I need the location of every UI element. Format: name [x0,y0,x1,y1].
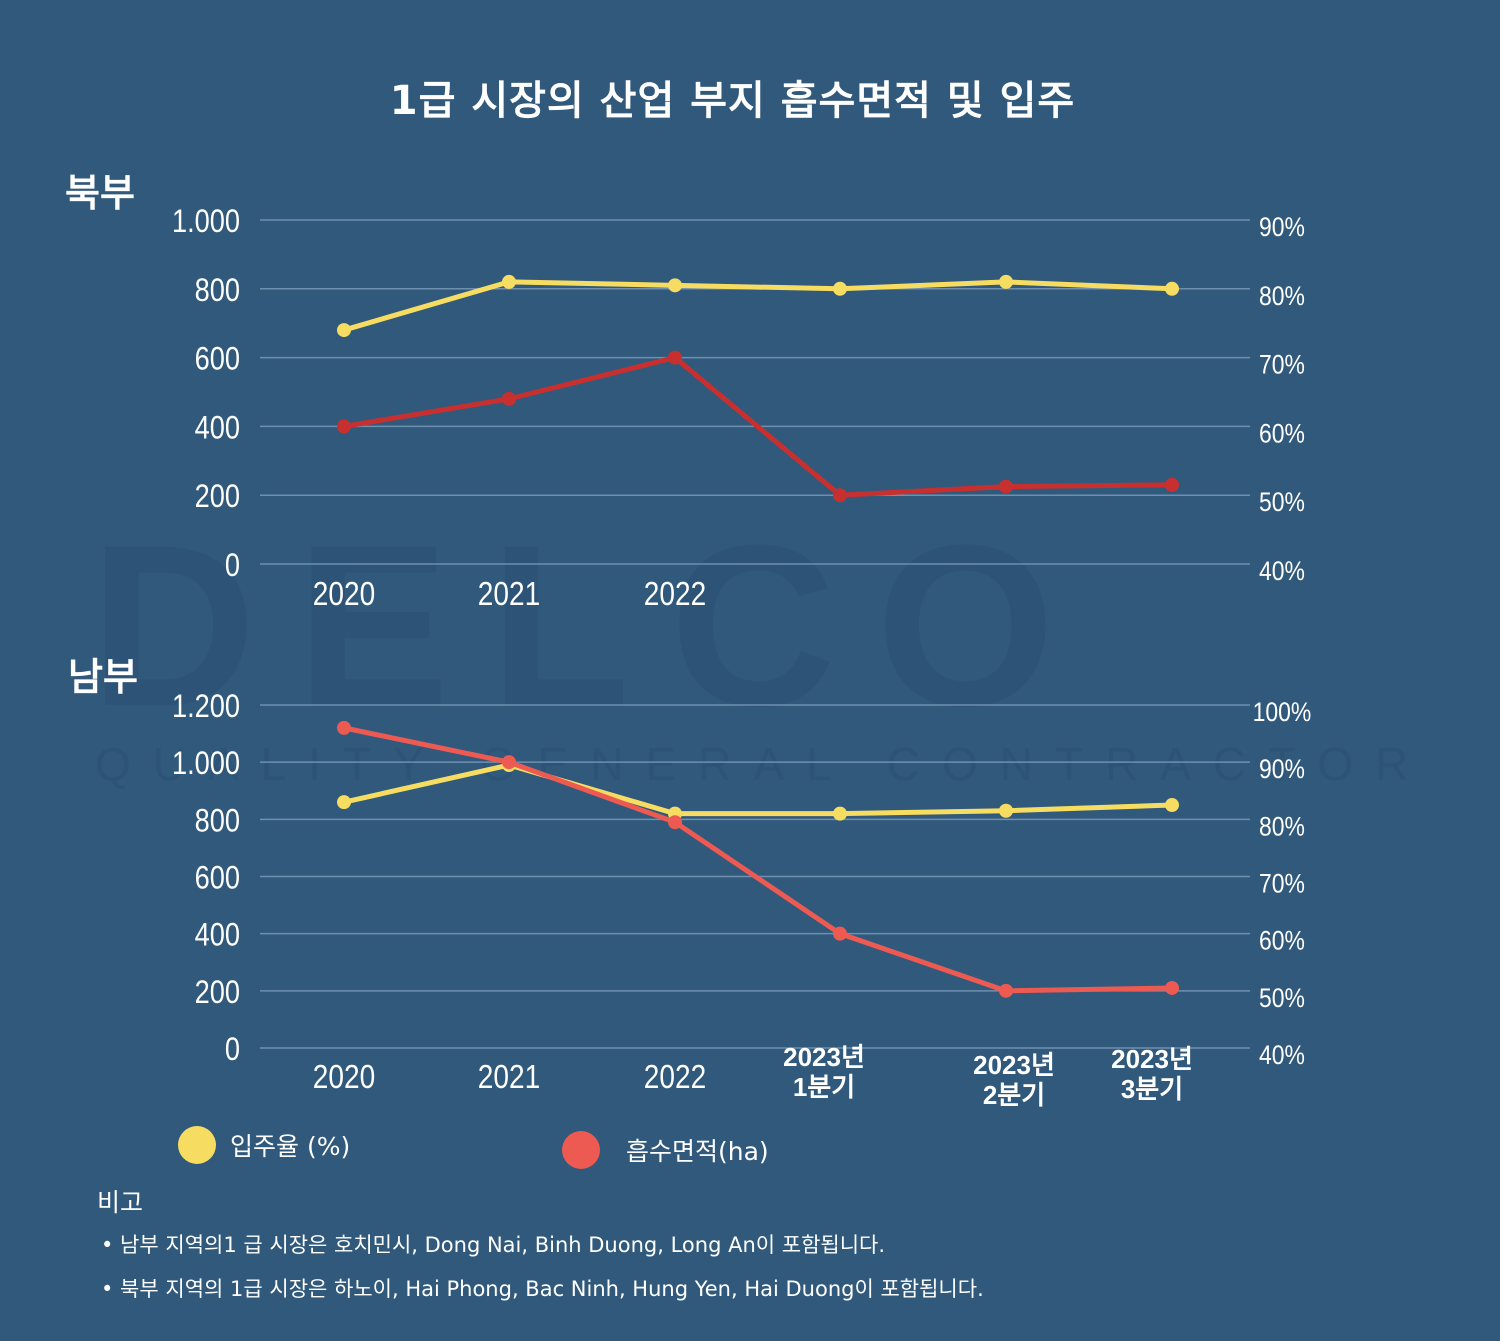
data-point [999,803,1013,818]
y-right-tick-label: 90% [1259,212,1305,242]
data-point [999,274,1013,289]
y-right-tick-label: 70% [1259,869,1305,899]
data-point [833,281,847,296]
x-tick-label: 2022 [644,576,706,613]
x-tick-label: 1분기 [793,1072,855,1102]
x-tick-label: 2분기 [983,1080,1045,1110]
north-region-title: 북부 [65,171,135,215]
legend-occupancy: 입주율 (%) [178,1126,350,1164]
data-point [337,720,351,735]
x-tick-label: 2022 [644,1059,706,1096]
y-right-tick-label: 80% [1259,812,1305,842]
data-point [833,806,847,821]
y-left-tick-label: 400 [195,410,240,446]
series-line [343,355,1173,498]
watermark-logo: DELCO QUALITY GENERAL CONTRACTOR [90,497,1430,790]
x-tick-label: 2023년 [973,1050,1055,1080]
data-point [502,391,516,406]
y-right-tick-label: 50% [1259,983,1305,1013]
note-item: • 남부 지역의1 급 시장은 호치민시, Dong Nai, Binh Duo… [101,1233,886,1257]
y-right-tick-label: 90% [1259,754,1305,784]
y-left-tick-label: 1.000 [172,746,240,782]
legend-label: 흡수면적(ha) [626,1137,769,1166]
note-item: • 북부 지역의 1급 시장은 하노이, Hai Phong, Bac Ninh… [101,1277,984,1301]
watermark-tagline: QUALITY GENERAL CONTRACTOR [95,738,1430,790]
y-left-tick-label: 200 [195,479,240,515]
data-point [337,795,351,810]
x-tick-label: 2020 [313,576,375,613]
y-left-tick-label: 800 [195,273,240,309]
north-chart: 0 200 400 600 800 1.000 40% 50% 60% 70% 80% 90% 2020… [172,204,1305,613]
data-point [668,815,682,830]
yellow-circle-icon [178,1126,216,1164]
y-left-tick-label: 400 [195,918,240,954]
data-point [668,278,682,293]
data-point [502,755,516,770]
x-tick-label: 2023년 [783,1042,865,1072]
y-left-tick-label: 600 [195,860,240,896]
data-point [1165,477,1179,492]
data-point [1165,281,1179,296]
y-right-tick-label: 40% [1259,556,1305,586]
y-left-tick-label: 0 [225,1032,240,1068]
y-left-tick-label: 200 [195,975,240,1011]
x-tick-label: 3분기 [1121,1074,1183,1104]
data-point [833,488,847,503]
y-left-tick-label: 600 [195,342,240,378]
data-point [999,479,1013,494]
south-chart: 0 200 400 600 800 1.000 1.200 40% 50% 60% 70% 80% 90… [172,689,1311,1110]
x-tick-label: 2023년 [1111,1044,1193,1074]
y-left-tick-label: 1.000 [172,204,240,240]
series-line [343,279,1173,333]
y-left-tick-label: 0 [225,548,240,584]
y-right-tick-label: 100% [1253,697,1312,727]
data-point [999,983,1013,998]
notes-heading: 비고 [97,1188,144,1217]
chart-title: 1급 시장의 산업 부지 흡수면적 및 입주 [389,78,1076,124]
notes: 비고 • 남부 지역의1 급 시장은 호치민시, Dong Nai, Binh … [97,1183,984,1317]
data-point [337,323,351,338]
legend-label: 입주율 (%) [230,1132,351,1161]
y-right-tick-label: 40% [1259,1040,1305,1070]
y-left-tick-label: 800 [195,803,240,839]
red-circle-icon [562,1131,600,1169]
x-tick-label: 2020 [313,1059,375,1096]
south-region-title: 남부 [68,655,138,699]
data-point [1165,980,1179,995]
y-left-tick-label: 1.200 [172,689,240,725]
series-line [343,762,1173,817]
y-right-tick-label: 80% [1259,281,1305,311]
data-point [833,926,847,941]
data-point [337,419,351,434]
y-right-tick-label: 70% [1259,350,1305,380]
x-tick-label: 2021 [478,576,540,613]
data-point [502,274,516,289]
series-line [343,725,1173,994]
data-point [1165,798,1179,813]
x-tick-label: 2021 [478,1059,540,1096]
data-point [668,350,682,365]
legend-absorption: 흡수면적(ha) [562,1131,769,1169]
y-right-tick-label: 60% [1259,926,1305,956]
watermark-logo-text: DELCO [90,497,1095,754]
y-right-tick-label: 60% [1259,419,1305,449]
y-right-tick-label: 50% [1259,487,1305,517]
